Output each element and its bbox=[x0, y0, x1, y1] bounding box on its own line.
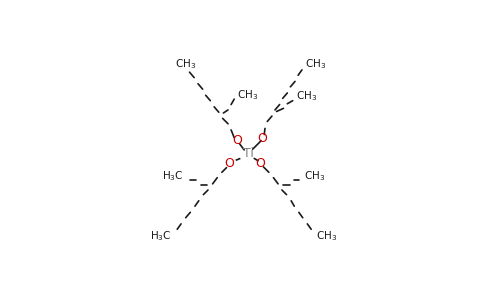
Text: CH$_3$: CH$_3$ bbox=[305, 58, 326, 71]
Text: CH$_3$: CH$_3$ bbox=[304, 169, 326, 183]
Text: CH$_3$: CH$_3$ bbox=[296, 89, 317, 103]
Text: Ti: Ti bbox=[242, 147, 254, 160]
Text: O: O bbox=[225, 157, 235, 170]
Text: H$_3$C: H$_3$C bbox=[162, 169, 183, 183]
Text: O: O bbox=[258, 132, 268, 145]
Text: H$_3$C: H$_3$C bbox=[150, 229, 172, 243]
Text: CH$_3$: CH$_3$ bbox=[316, 229, 337, 243]
Text: CH$_3$: CH$_3$ bbox=[175, 57, 197, 70]
Text: O: O bbox=[256, 157, 265, 169]
Text: CH$_3$: CH$_3$ bbox=[237, 88, 258, 102]
Text: O: O bbox=[232, 134, 242, 147]
